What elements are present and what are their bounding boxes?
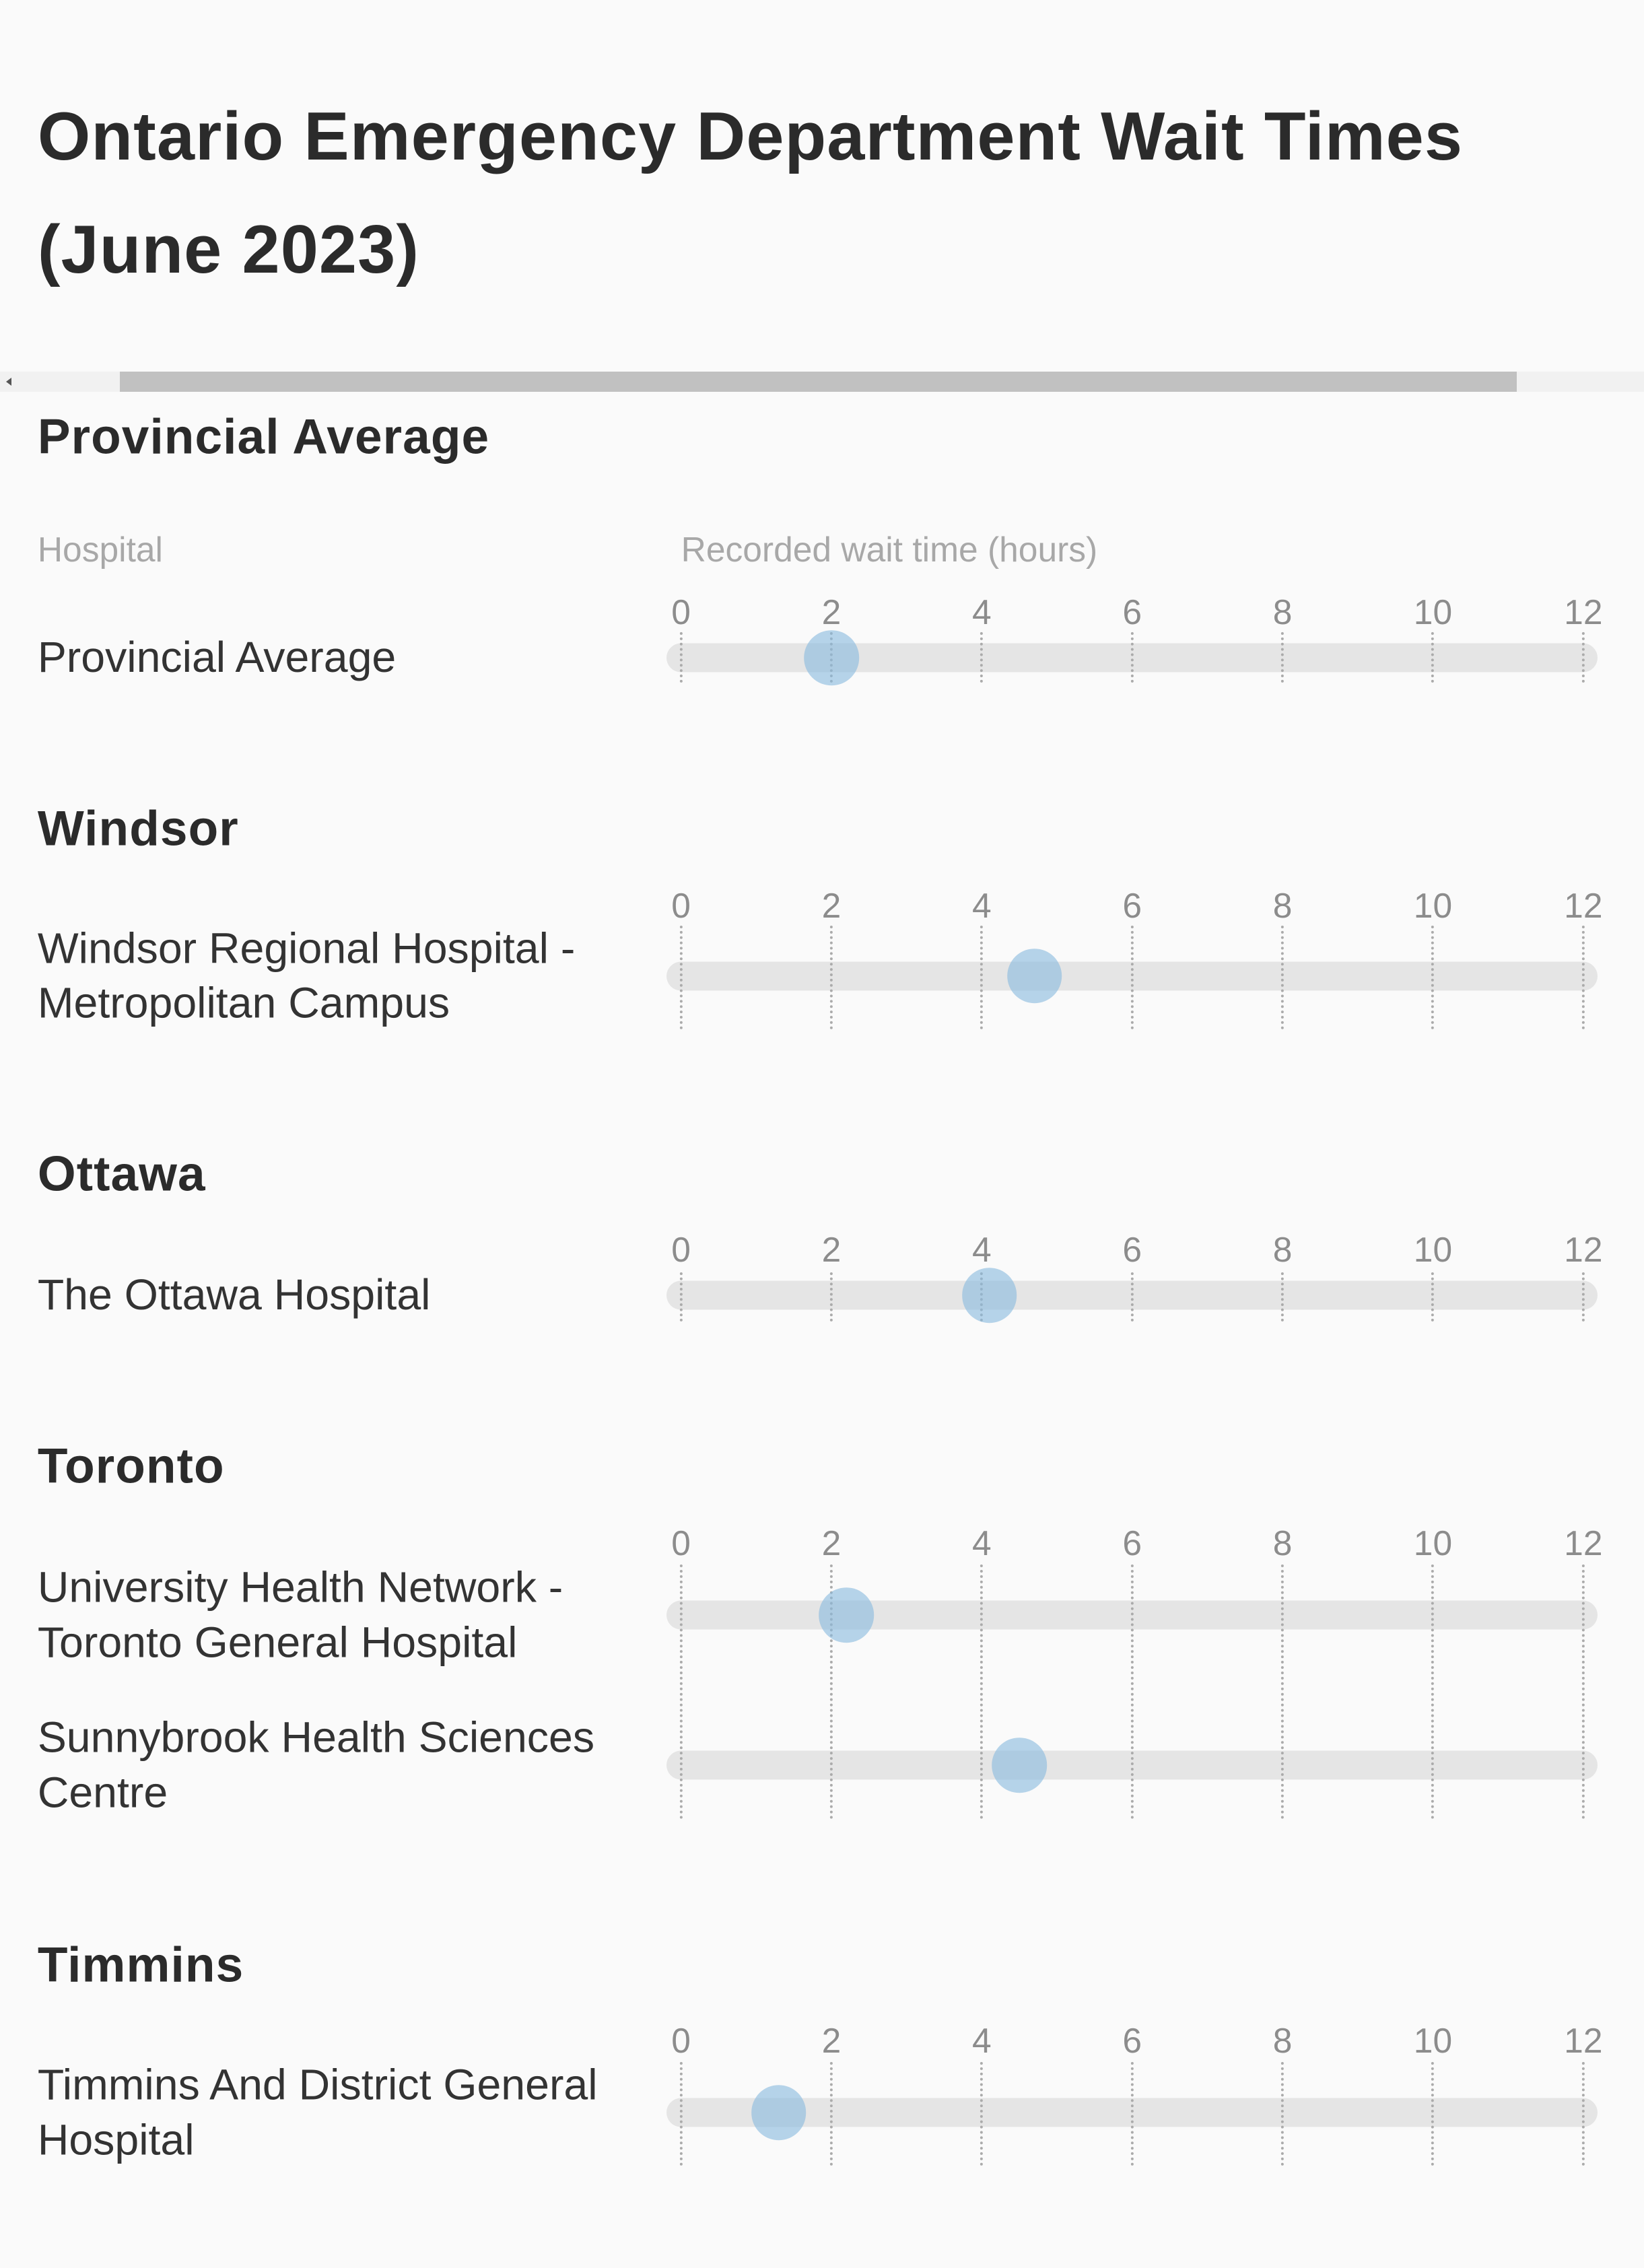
section-heading: Toronto	[37, 1439, 225, 1494]
gridline	[1431, 1272, 1435, 1322]
x-tick-label: 10	[1413, 1229, 1453, 1269]
x-tick-label: 2	[821, 2020, 842, 2060]
gridline	[1130, 1564, 1134, 1819]
gridline	[1280, 2061, 1284, 2166]
scroll-left-arrow-icon[interactable]	[6, 377, 11, 386]
gridline	[980, 631, 983, 683]
gridline	[1130, 2061, 1134, 2166]
x-tick-label: 8	[1272, 592, 1293, 631]
gridline	[1280, 631, 1284, 683]
x-tick-label: 12	[1564, 1523, 1603, 1562]
gridline	[679, 925, 683, 1030]
x-tick-label: 6	[1122, 1229, 1142, 1269]
wait-time-dot	[961, 1268, 1017, 1324]
x-tick-label: 10	[1413, 1523, 1453, 1562]
x-tick-label: 8	[1272, 885, 1293, 925]
x-tick-label: 0	[671, 2020, 691, 2060]
gridline	[1431, 631, 1435, 683]
x-tick-label: 10	[1413, 592, 1453, 631]
x-tick-label: 4	[972, 1229, 992, 1269]
section-heading: Timmins	[37, 1937, 244, 1993]
gridline	[1280, 1564, 1284, 1819]
gridline	[679, 2061, 683, 2166]
x-tick-label: 8	[1272, 2020, 1293, 2060]
gridline	[1130, 925, 1134, 1030]
gridline	[1581, 631, 1585, 683]
hospital-label: University Health Network - Toronto Gene…	[37, 1562, 563, 1667]
x-tick-label: 8	[1272, 1523, 1293, 1562]
gridline	[980, 1564, 983, 1819]
hospital-label: Provincial Average	[37, 633, 397, 682]
gridline	[1130, 1272, 1134, 1322]
x-tick-label: 0	[671, 1523, 691, 1562]
gridline	[1431, 925, 1435, 1030]
x-tick-label: 6	[1122, 885, 1142, 925]
x-tick-label: 2	[821, 592, 842, 631]
gridline	[829, 1272, 833, 1322]
x-tick-label: 4	[972, 592, 992, 631]
wait-time-dot	[804, 630, 859, 686]
hospital-label: Timmins And District General Hospital	[37, 2060, 598, 2164]
gridline	[1431, 1564, 1435, 1819]
x-tick-label: 10	[1413, 2020, 1453, 2060]
x-tick-label: 12	[1564, 2020, 1603, 2060]
x-tick-label: 2	[821, 1229, 842, 1269]
x-tick-label: 6	[1122, 2020, 1142, 2060]
section-heading: Ottawa	[37, 1146, 206, 1202]
x-tick-label: 0	[671, 1229, 691, 1269]
wait-time-dot	[1006, 948, 1062, 1004]
gridline	[829, 2061, 833, 2166]
section-heading: Provincial Average	[37, 409, 490, 465]
gridline	[1581, 1272, 1585, 1322]
x-tick-label: 0	[671, 592, 691, 631]
wait-time-dot	[751, 2085, 807, 2140]
page-title: Ontario Emergency Department Wait Times …	[37, 99, 1464, 287]
x-tick-label: 2	[821, 1523, 842, 1562]
x-tick-label: 2	[821, 885, 842, 925]
gridline	[1130, 631, 1134, 683]
hospital-column-header: Hospital	[37, 530, 163, 570]
gridline	[1581, 1564, 1585, 1819]
x-tick-label: 6	[1122, 592, 1142, 631]
gridline	[1431, 2061, 1435, 2166]
gridline	[980, 925, 983, 1030]
gridline	[829, 925, 833, 1030]
x-tick-label: 4	[972, 1523, 992, 1562]
hospital-label: The Ottawa Hospital	[37, 1270, 431, 1319]
x-tick-label: 12	[1564, 885, 1603, 925]
section-heading: Windsor	[37, 801, 239, 856]
x-tick-label: 12	[1564, 1229, 1603, 1269]
wait-time-dot	[992, 1738, 1047, 1793]
x-tick-label: 4	[972, 2020, 992, 2060]
x-tick-label: 0	[671, 885, 691, 925]
x-tick-label: 4	[972, 885, 992, 925]
gridline	[679, 631, 683, 683]
hospital-label: Sunnybrook Health Sciences Centre	[37, 1713, 595, 1817]
gridline	[980, 2061, 983, 2166]
gridline	[829, 1564, 833, 1819]
gridline	[1280, 1272, 1284, 1322]
gridline	[679, 1564, 683, 1819]
wait-time-dot	[819, 1587, 875, 1643]
x-tick-label: 8	[1272, 1229, 1293, 1269]
wait-time-column-header: Recorded wait time (hours)	[681, 530, 1098, 570]
gridline	[679, 1272, 683, 1322]
x-tick-label: 6	[1122, 1523, 1142, 1562]
gridline	[1581, 925, 1585, 1030]
scrollbar-thumb[interactable]	[120, 371, 1517, 392]
x-tick-label: 12	[1564, 592, 1603, 631]
x-tick-label: 10	[1413, 885, 1453, 925]
gridline	[1280, 925, 1284, 1030]
gridline	[1581, 2061, 1585, 2166]
hospital-label: Windsor Regional Hospital - Metropolitan…	[37, 924, 576, 1027]
